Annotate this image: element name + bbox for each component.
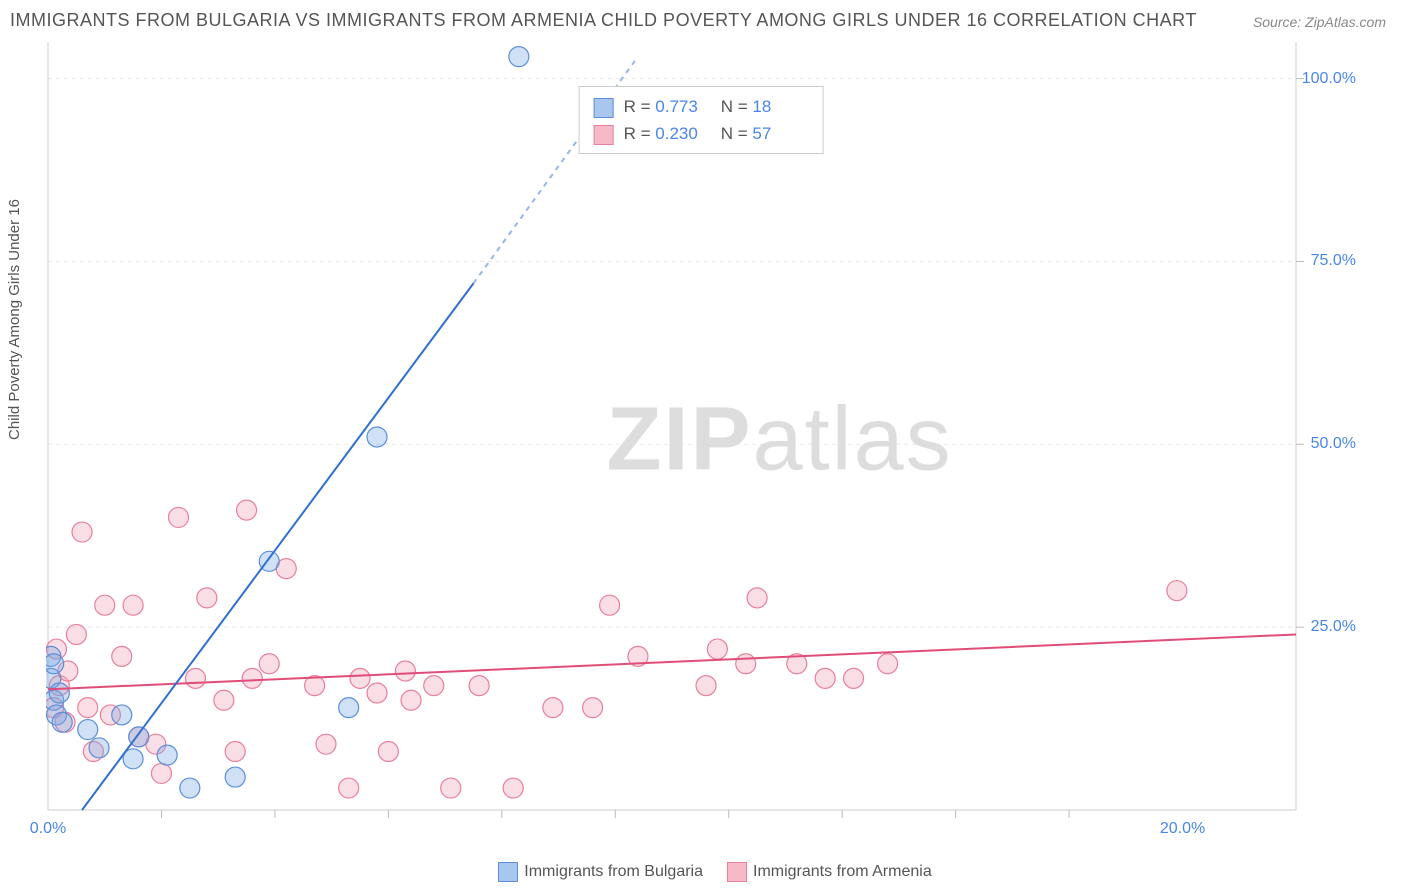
stats-legend: R = 0.773 N = 18R = 0.230 N = 57 bbox=[579, 86, 824, 154]
legend-swatch bbox=[498, 862, 518, 882]
stats-swatch bbox=[594, 125, 614, 145]
scatter-plot: ZIPatlas R = 0.773 N = 18R = 0.230 N = 5… bbox=[46, 40, 1356, 840]
stat-n-value: 57 bbox=[752, 120, 808, 147]
plot-svg bbox=[46, 40, 1356, 840]
stat-r-label: R = bbox=[624, 124, 656, 143]
stat-n-label: N = bbox=[721, 97, 753, 116]
legend-swatch bbox=[727, 862, 747, 882]
stat-n-value: 18 bbox=[752, 93, 808, 120]
y-tick: 50.0% bbox=[1311, 435, 1356, 453]
stat-r-label: R = bbox=[624, 97, 656, 116]
bottom-legend: Immigrants from Bulgaria Immigrants from … bbox=[0, 862, 1406, 882]
source-attribution: Source: ZipAtlas.com bbox=[1253, 14, 1386, 30]
y-tick: 25.0% bbox=[1311, 618, 1356, 636]
legend-label: Immigrants from Armenia bbox=[753, 863, 932, 880]
x-tick: 0.0% bbox=[30, 820, 66, 838]
chart-title: IMMIGRANTS FROM BULGARIA VS IMMIGRANTS F… bbox=[10, 10, 1197, 31]
stat-r-value: 0.230 bbox=[655, 120, 711, 147]
stats-swatch bbox=[594, 98, 614, 118]
y-tick: 75.0% bbox=[1311, 252, 1356, 270]
y-axis-label: Child Poverty Among Girls Under 16 bbox=[6, 199, 23, 440]
stat-r-value: 0.773 bbox=[655, 93, 711, 120]
stats-row: R = 0.230 N = 57 bbox=[594, 120, 809, 147]
y-tick: 100.0% bbox=[1302, 70, 1356, 88]
x-tick: 20.0% bbox=[1160, 820, 1205, 838]
stats-row: R = 0.773 N = 18 bbox=[594, 93, 809, 120]
stat-n-label: N = bbox=[721, 124, 753, 143]
legend-label: Immigrants from Bulgaria bbox=[524, 863, 703, 880]
